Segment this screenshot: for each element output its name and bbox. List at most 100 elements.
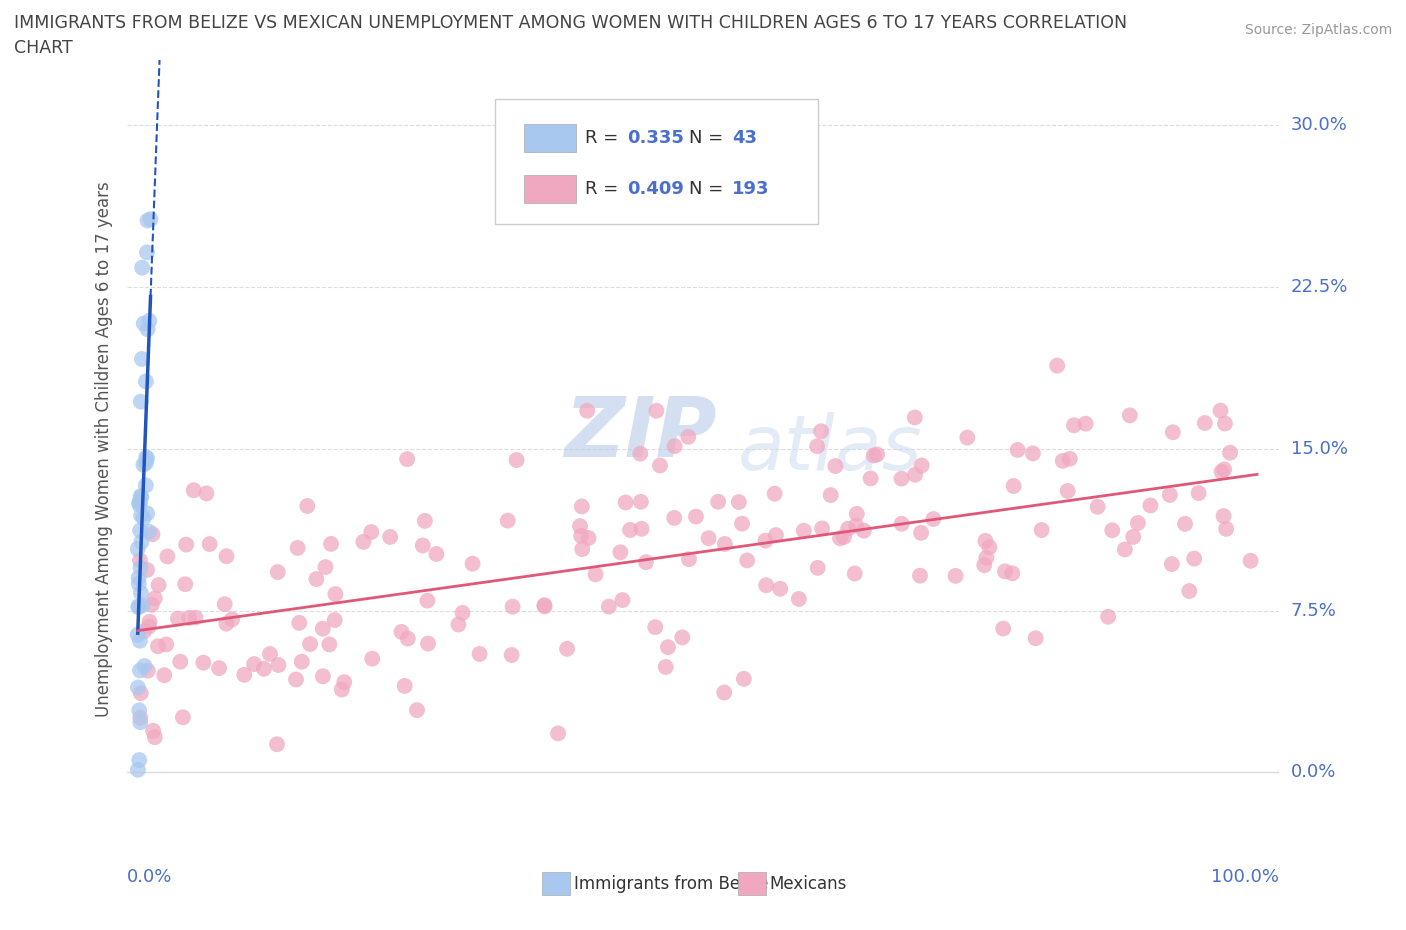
Point bbox=[468, 646, 491, 661]
Point bbox=[129, 494, 152, 509]
Point bbox=[1074, 417, 1097, 432]
Text: atlas: atlas bbox=[738, 412, 922, 485]
Point bbox=[131, 352, 153, 366]
Point bbox=[128, 599, 150, 614]
Point bbox=[128, 752, 150, 767]
Point bbox=[974, 534, 997, 549]
Point bbox=[136, 506, 159, 521]
Point bbox=[127, 627, 149, 642]
Point bbox=[318, 637, 340, 652]
Point bbox=[135, 478, 157, 493]
Point bbox=[391, 624, 413, 639]
Point bbox=[156, 549, 179, 564]
Point bbox=[1063, 418, 1085, 432]
Point bbox=[547, 726, 569, 741]
Point bbox=[319, 537, 342, 551]
Point bbox=[141, 597, 163, 612]
Point bbox=[129, 489, 152, 504]
Point bbox=[501, 647, 523, 662]
Point bbox=[135, 450, 157, 465]
Point bbox=[685, 510, 707, 525]
Point bbox=[138, 525, 160, 539]
Text: CHART: CHART bbox=[14, 39, 73, 57]
Point bbox=[654, 659, 676, 674]
Text: 0.409: 0.409 bbox=[627, 179, 683, 197]
Point bbox=[461, 556, 484, 571]
Point bbox=[148, 578, 170, 592]
Point bbox=[129, 685, 152, 700]
Point bbox=[832, 529, 855, 544]
Point bbox=[136, 213, 159, 228]
Text: 22.5%: 22.5% bbox=[1291, 278, 1348, 296]
Point bbox=[630, 495, 652, 510]
Point bbox=[1007, 443, 1029, 458]
Point bbox=[208, 660, 231, 675]
Point bbox=[128, 496, 150, 511]
Point bbox=[1182, 551, 1205, 566]
Text: 43: 43 bbox=[731, 129, 756, 147]
Point bbox=[1097, 609, 1119, 624]
Point bbox=[852, 524, 875, 538]
Point bbox=[993, 621, 1015, 636]
Point bbox=[533, 598, 555, 613]
Point bbox=[132, 624, 155, 639]
Point bbox=[195, 486, 218, 501]
FancyBboxPatch shape bbox=[495, 100, 818, 223]
Point bbox=[183, 483, 205, 498]
Point bbox=[360, 525, 382, 539]
Point bbox=[1114, 542, 1136, 557]
Point bbox=[569, 519, 592, 534]
Point bbox=[174, 538, 197, 552]
Point bbox=[1159, 487, 1181, 502]
Point bbox=[731, 516, 754, 531]
Text: 0.335: 0.335 bbox=[627, 129, 683, 147]
Point bbox=[910, 525, 932, 540]
Point bbox=[136, 563, 159, 578]
Point bbox=[862, 448, 884, 463]
Point bbox=[1194, 416, 1216, 431]
Point bbox=[132, 316, 155, 331]
Text: 0.0%: 0.0% bbox=[127, 868, 172, 885]
Point bbox=[447, 618, 470, 632]
Point bbox=[533, 599, 555, 614]
Point bbox=[128, 577, 150, 591]
Point bbox=[1025, 631, 1047, 645]
Point bbox=[129, 711, 152, 725]
Point bbox=[172, 710, 194, 724]
Text: N =: N = bbox=[689, 179, 730, 197]
Point bbox=[630, 522, 652, 537]
Point bbox=[143, 730, 166, 745]
Point bbox=[128, 498, 150, 512]
Point bbox=[578, 531, 600, 546]
Point bbox=[678, 430, 700, 445]
Point bbox=[994, 564, 1017, 578]
Point bbox=[129, 394, 152, 409]
Point bbox=[135, 456, 157, 471]
Point bbox=[645, 404, 668, 418]
Point bbox=[755, 578, 778, 592]
Text: 7.5%: 7.5% bbox=[1291, 602, 1337, 619]
Point bbox=[141, 526, 163, 541]
Point bbox=[193, 656, 215, 671]
Point bbox=[585, 567, 607, 582]
Point bbox=[664, 439, 686, 454]
FancyBboxPatch shape bbox=[738, 872, 766, 896]
Point bbox=[697, 531, 720, 546]
Point bbox=[169, 654, 191, 669]
Point bbox=[325, 587, 347, 602]
Point bbox=[266, 737, 288, 751]
Point bbox=[945, 568, 967, 583]
Point bbox=[810, 424, 832, 439]
Point bbox=[1059, 451, 1081, 466]
Point bbox=[155, 637, 177, 652]
Point bbox=[1213, 462, 1236, 477]
Point bbox=[177, 610, 200, 625]
Point bbox=[333, 675, 356, 690]
Point bbox=[866, 447, 889, 462]
Point bbox=[571, 499, 593, 514]
Point bbox=[330, 683, 353, 698]
Point bbox=[396, 452, 419, 467]
Point bbox=[131, 598, 153, 613]
Point bbox=[976, 551, 998, 565]
Point bbox=[904, 467, 927, 482]
